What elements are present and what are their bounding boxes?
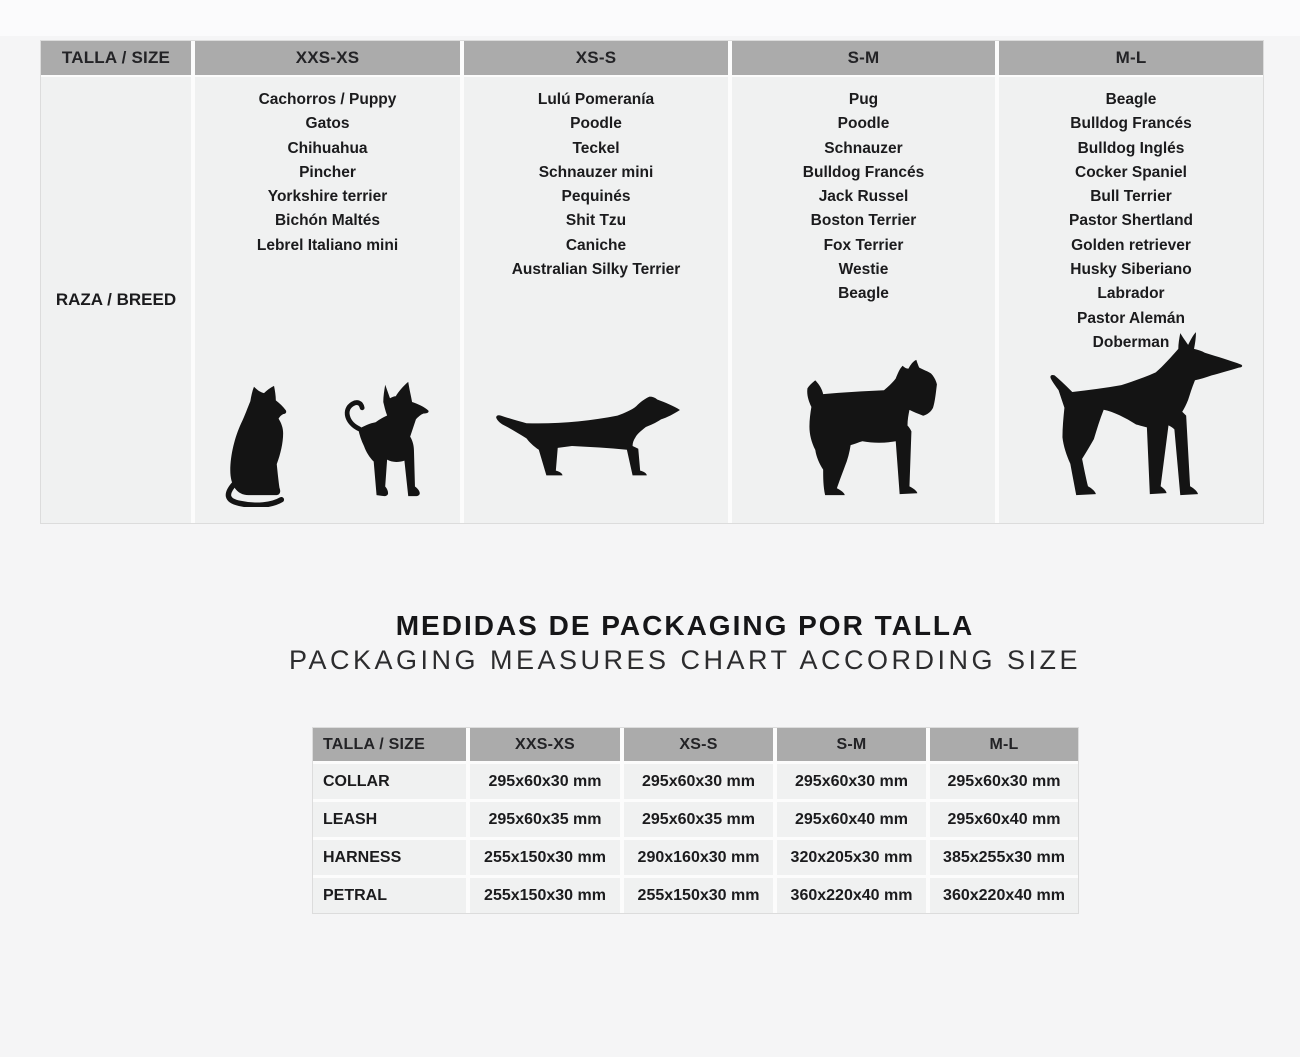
pkg-row-label-harness: HARNESS bbox=[313, 840, 466, 875]
packaging-title: MEDIDAS DE PACKAGING POR TALLA bbox=[395, 610, 975, 641]
pkg-value: 295x60x35 mm bbox=[470, 802, 620, 837]
pkg-header-talla-size: TALLA / SIZE bbox=[313, 728, 466, 761]
pkg-value: 290x160x30 mm bbox=[624, 840, 773, 875]
page-top-margin bbox=[0, 0, 1300, 36]
breed-cell-m-l: Beagle Bulldog Francés Bulldog Inglés Cocke… bbox=[999, 77, 1263, 523]
breed-item: Bichón Maltés bbox=[274, 212, 381, 230]
size-chart-header-xxs-xs: XXS-XS bbox=[195, 41, 460, 75]
breed-list-m-l: Beagle Bulldog Francés Bulldog Inglés Cocke… bbox=[999, 77, 1263, 355]
packaging-subtitle: PACKAGING MEASURES CHART ACCORDING SIZE bbox=[288, 645, 1082, 675]
pkg-value: 360x220x40 mm bbox=[930, 878, 1078, 913]
breed-item: Bulldog Francés bbox=[802, 163, 925, 181]
breed-item: Doberman bbox=[1092, 333, 1170, 351]
breed-list-xxs-xs: Cachorros / Puppy Gatos Chihuahua Pincher Yo… bbox=[195, 77, 460, 258]
breed-cell-xxs-xs: Cachorros / Puppy Gatos Chihuahua Pincher Yo… bbox=[195, 77, 460, 523]
pkg-value: 320x205x30 mm bbox=[777, 840, 926, 875]
breed-list-s-m: Pug Poodle Schnauzer Bulldog Francés Jack Ru… bbox=[732, 77, 995, 307]
breed-item: Pequinés bbox=[561, 188, 631, 206]
breed-item: Pastor Alemán bbox=[1077, 309, 1185, 327]
pkg-value: 385x255x30 mm bbox=[930, 840, 1078, 875]
size-chart-header-talla-size: TALLA / SIZE bbox=[41, 41, 191, 75]
pkg-header-m-l: M-L bbox=[930, 728, 1078, 761]
breed-item: Pincher bbox=[299, 163, 356, 181]
breed-item: Jack Russel bbox=[818, 188, 909, 206]
breed-item: Pastor Shertland bbox=[1068, 212, 1194, 230]
pkg-value: 295x60x40 mm bbox=[777, 802, 926, 837]
pkg-header-xs-s: XS-S bbox=[624, 728, 773, 761]
pkg-row-label-collar: COLLAR bbox=[313, 764, 466, 799]
breed-item: Lulú Pomeranía bbox=[537, 91, 655, 108]
size-chart-header-m-l: M-L bbox=[999, 41, 1263, 75]
pkg-value: 360x220x40 mm bbox=[777, 878, 926, 913]
breed-item: Schnauzer bbox=[824, 139, 903, 157]
size-chart-header-s-m: S-M bbox=[732, 41, 995, 75]
breed-item: Pug bbox=[848, 91, 879, 108]
size-breed-chart: TALLA / SIZE XXS-XS XS-S S-M M-L RAZA / … bbox=[40, 40, 1264, 524]
breed-item: Gatos bbox=[305, 115, 350, 133]
dachshund-icon bbox=[492, 391, 686, 481]
pkg-value: 255x150x30 mm bbox=[470, 840, 620, 875]
breed-list-xs-s: Lulú Pomeranía Poodle Teckel Schnauzer mini… bbox=[464, 77, 728, 282]
pkg-value: 255x150x30 mm bbox=[624, 878, 773, 913]
cat-icon bbox=[223, 373, 305, 507]
breed-item: Cachorros / Puppy bbox=[258, 91, 397, 108]
breed-item: Golden retriever bbox=[1071, 236, 1191, 254]
breed-item: Chihuahua bbox=[287, 139, 368, 157]
breed-item: Bull Terrier bbox=[1090, 188, 1172, 206]
breed-item: Fox Terrier bbox=[823, 236, 904, 254]
breed-item: Shit Tzu bbox=[565, 212, 627, 230]
breed-cell-xs-s: Lulú Pomeranía Poodle Teckel Schnauzer mini… bbox=[464, 77, 728, 523]
chihuahua-icon bbox=[337, 379, 443, 499]
breed-item: Poodle bbox=[570, 115, 622, 133]
pkg-value: 295x60x40 mm bbox=[930, 802, 1078, 837]
pkg-value: 255x150x30 mm bbox=[470, 878, 620, 913]
breed-item: Cocker Spaniel bbox=[1075, 163, 1187, 181]
breed-item: Bulldog Inglés bbox=[1077, 139, 1185, 157]
breed-item: Bulldog Francés bbox=[1070, 115, 1192, 133]
pkg-header-s-m: S-M bbox=[777, 728, 926, 761]
breed-item: Lebrel Italiano mini bbox=[256, 236, 399, 254]
raza-breed-cell: RAZA / BREED bbox=[41, 77, 191, 523]
breed-item: Yorkshire terrier bbox=[267, 188, 388, 206]
pkg-value: 295x60x30 mm bbox=[777, 764, 926, 799]
pkg-value: 295x60x30 mm bbox=[930, 764, 1078, 799]
breed-item: Teckel bbox=[572, 139, 620, 157]
raza-breed-label: RAZA / BREED bbox=[55, 290, 177, 309]
packaging-measures-table: TALLA / SIZE XXS-XS XS-S S-M M-L COLLAR … bbox=[312, 727, 1079, 914]
breed-item: Schnauzer mini bbox=[538, 163, 654, 181]
breed-cell-s-m: Pug Poodle Schnauzer Bulldog Francés Jack Ru… bbox=[732, 77, 995, 523]
breed-item: Husky Siberiano bbox=[1070, 261, 1192, 279]
breed-item: Beagle bbox=[838, 285, 889, 303]
pkg-value: 295x60x35 mm bbox=[624, 802, 773, 837]
breed-item: Caniche bbox=[565, 236, 627, 254]
schnauzer-icon bbox=[792, 351, 972, 503]
size-chart-header-xs-s: XS-S bbox=[464, 41, 728, 75]
pkg-header-xxs-xs: XXS-XS bbox=[470, 728, 620, 761]
breed-item: Beagle bbox=[1105, 91, 1157, 108]
pkg-value: 295x60x30 mm bbox=[624, 764, 773, 799]
breed-item: Poodle bbox=[837, 115, 890, 133]
pkg-value: 295x60x30 mm bbox=[470, 764, 620, 799]
breed-item: Boston Terrier bbox=[810, 212, 917, 230]
breed-item: Westie bbox=[838, 261, 889, 279]
doberman-icon bbox=[1033, 331, 1249, 503]
pkg-row-label-petral: PETRAL bbox=[313, 878, 466, 913]
breed-item: Labrador bbox=[1097, 285, 1165, 303]
breed-item: Australian Silky Terrier bbox=[511, 261, 681, 279]
pkg-row-label-leash: LEASH bbox=[313, 802, 466, 837]
